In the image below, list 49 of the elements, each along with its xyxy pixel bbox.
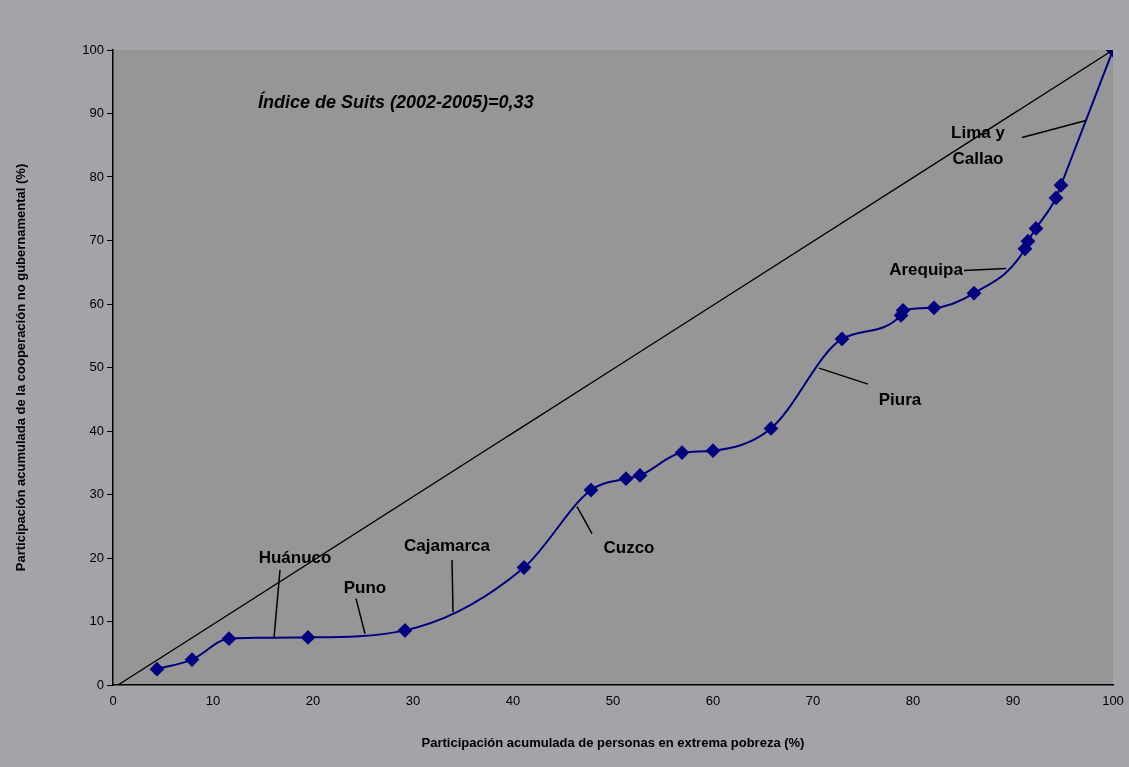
point [1049,190,1063,205]
point [764,421,778,436]
x-tick-label: 90 [1005,693,1021,709]
point [967,286,981,301]
x-tick-label: 70 [805,693,821,709]
annotation: Puno [343,578,387,598]
y-tick-label: 70 [89,232,104,248]
point [222,631,236,646]
annotation: Cuzco [603,538,655,558]
text: Índice de Suits (2002-2005)=0,33 [258,90,534,112]
point [584,483,598,498]
x-tick-label: 0 [109,693,117,709]
y-tick-label: 10 [89,613,104,629]
point [706,443,720,458]
point [517,560,531,575]
y-tick-label: 60 [89,295,104,311]
point [301,630,315,645]
point [1054,178,1068,193]
x-axis-title: Participación acumulada de personas en extrema pobreza (%) [421,734,805,750]
y-tick-label: 30 [89,486,104,502]
point [835,331,849,346]
point [1029,221,1043,236]
y-tick-label: 50 [89,359,104,375]
x-tick-label: 20 [305,693,321,709]
x-tick-label: 80 [905,693,921,709]
point [150,662,164,677]
annotation: Arequipa [889,260,964,280]
annotation: Cajamarca [403,535,491,555]
y-tick-label: 90 [89,105,104,121]
point [1021,234,1035,249]
x-tick-label: 30 [405,693,421,709]
y-tick-label: 0 [96,676,104,692]
x-tick-label: 40 [505,693,521,709]
y-axis-title: Participación acumulada de la cooperación no gubernamental (%) [13,163,29,572]
y-tick-label: 40 [89,422,104,438]
y-tick-label: 80 [89,168,104,184]
y-tick-label: 100 [82,41,104,57]
point [185,652,199,667]
x-tick-label: 50 [605,693,621,709]
x-tick-label: 10 [205,693,221,709]
point [633,468,647,483]
point [619,471,633,486]
x-tick-label: 60 [705,693,721,709]
annotation: Piura [878,389,922,409]
point [675,445,689,460]
x-tick-label: 100 [1102,693,1124,709]
y-tick-label: 20 [89,549,104,565]
point [927,300,941,315]
point [398,623,412,638]
